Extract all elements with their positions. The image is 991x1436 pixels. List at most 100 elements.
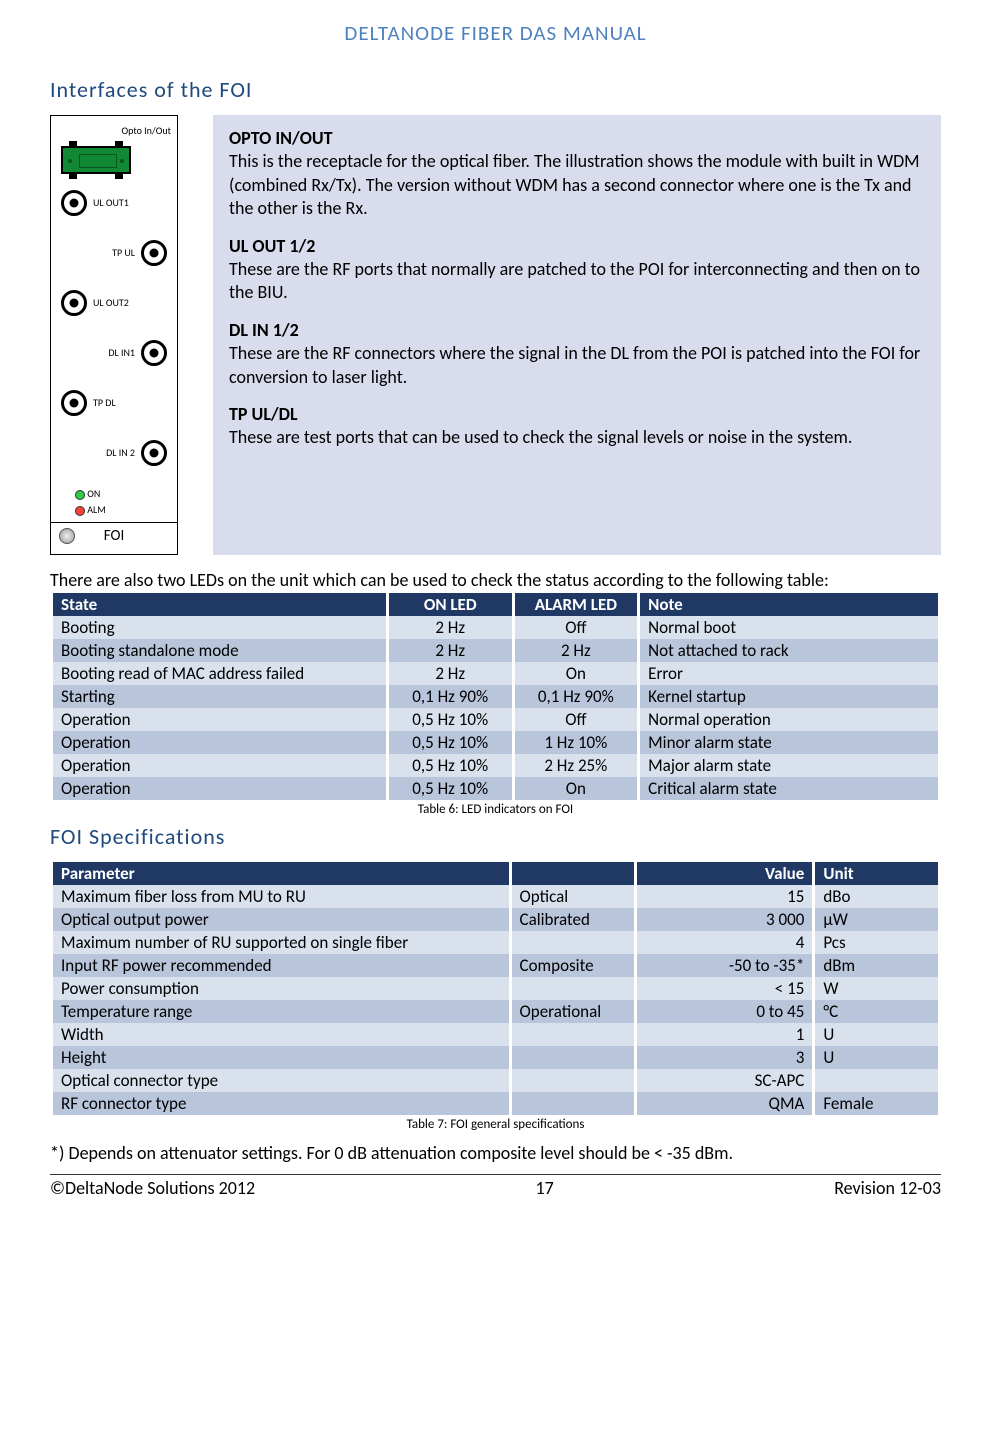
- table-row: Input RF power recommendedComposite-50 t…: [53, 954, 938, 977]
- cell-state: Booting standalone mode: [53, 639, 386, 662]
- cell-parameter: RF connector type: [53, 1092, 509, 1115]
- screw-icon: [59, 528, 75, 544]
- footer-center: 17: [536, 1177, 554, 1199]
- col-unit: Unit: [815, 862, 938, 885]
- table-row: Operation0,5 Hz 10%OnCritical alarm stat…: [53, 777, 938, 800]
- cell-alarmled: Off: [515, 708, 638, 731]
- opto-heading: OPTO IN/OUT: [229, 127, 925, 150]
- cell-onled: 0,5 Hz 10%: [389, 777, 512, 800]
- cell-qualifier: [512, 931, 635, 954]
- opto-label: Opto In/Out: [122, 124, 171, 137]
- cell-note: Major alarm state: [640, 754, 938, 777]
- tp-heading: TP UL/DL: [229, 403, 925, 426]
- cell-parameter: Power consumption: [53, 977, 509, 1000]
- cell-qualifier: Operational: [512, 1000, 635, 1023]
- cell-qualifier: Composite: [512, 954, 635, 977]
- table-row: Starting0,1 Hz 90%0,1 Hz 90%Kernel start…: [53, 685, 938, 708]
- cell-qualifier: Optical: [512, 885, 635, 908]
- cell-value: QMA: [637, 1092, 812, 1115]
- table-row: Operation0,5 Hz 10%1 Hz 10%Minor alarm s…: [53, 731, 938, 754]
- cell-onled: 2 Hz: [389, 639, 512, 662]
- foi-specs-table: Parameter Value Unit Maximum fiber loss …: [50, 862, 941, 1115]
- cell-note: Not attached to rack: [640, 639, 938, 662]
- led-table-caption: Table 6: LED indicators on FOI: [50, 802, 941, 817]
- cell-alarmled: On: [515, 662, 638, 685]
- cell-onled: 0,5 Hz 10%: [389, 708, 512, 731]
- ul-out2-connector-icon: [61, 290, 87, 316]
- cell-unit: [815, 1069, 938, 1092]
- on-led-label: ON: [87, 487, 100, 500]
- cell-qualifier: [512, 1023, 635, 1046]
- dl-in2-label: DL IN 2: [106, 446, 135, 459]
- cell-alarmled: 0,1 Hz 90%: [515, 685, 638, 708]
- footnote: *) Depends on attenuator settings. For 0…: [50, 1142, 941, 1164]
- cell-value: < 15: [637, 977, 812, 1000]
- on-led-icon: [75, 490, 85, 500]
- cell-onled: 0,1 Hz 90%: [389, 685, 512, 708]
- table-row: Height3U: [53, 1046, 938, 1069]
- cell-value: -50 to -35*: [637, 954, 812, 977]
- cell-value: 3 000: [637, 908, 812, 931]
- table-row: Optical connector type SC-APC: [53, 1069, 938, 1092]
- ulout-text: These are the RF ports that normally are…: [229, 258, 925, 305]
- cell-qualifier: [512, 1069, 635, 1092]
- cell-unit: µW: [815, 908, 938, 931]
- col-state: State: [53, 593, 386, 616]
- col-alarmled: ALARM LED: [515, 593, 638, 616]
- table-header-row: Parameter Value Unit: [53, 862, 938, 885]
- cell-note: Error: [640, 662, 938, 685]
- foi-panel: Opto In/Out UL OUT1 TP UL UL OUT2 DL IN1: [50, 115, 178, 555]
- col-onled: ON LED: [389, 593, 512, 616]
- interfaces-callout: OPTO IN/OUTThis is the receptacle for th…: [213, 115, 941, 555]
- table-row: Optical output powerCalibrated3 000µW: [53, 908, 938, 931]
- foi-diagram: Opto In/Out UL OUT1 TP UL UL OUT2 DL IN1: [50, 115, 195, 555]
- cell-parameter: Width: [53, 1023, 509, 1046]
- cell-value: SC-APC: [637, 1069, 812, 1092]
- cell-onled: 0,5 Hz 10%: [389, 731, 512, 754]
- ul-out1-label: UL OUT1: [93, 196, 129, 209]
- table-row: Power consumption< 15W: [53, 977, 938, 1000]
- cell-unit: Pcs: [815, 931, 938, 954]
- cell-parameter: Maximum number of RU supported on single…: [53, 931, 509, 954]
- cell-value: 4: [637, 931, 812, 954]
- cell-alarmled: 2 Hz: [515, 639, 638, 662]
- cell-parameter: Input RF power recommended: [53, 954, 509, 977]
- cell-unit: dBo: [815, 885, 938, 908]
- cell-unit: Female: [815, 1092, 938, 1115]
- dl-in2-connector-icon: [141, 440, 167, 466]
- footer-right: Revision 12-03: [834, 1177, 941, 1199]
- tp-dl-connector-icon: [61, 390, 87, 416]
- ulout-heading: UL OUT 1/2: [229, 235, 925, 258]
- cell-qualifier: [512, 1092, 635, 1115]
- table-row: RF connector type QMAFemale: [53, 1092, 938, 1115]
- cell-note: Normal operation: [640, 708, 938, 731]
- table-row: Operation0,5 Hz 10%2 Hz 25%Major alarm s…: [53, 754, 938, 777]
- page-footer: ©DeltaNode Solutions 2012 17 Revision 12…: [50, 1174, 941, 1199]
- led-status-table: State ON LED ALARM LED Note Booting2 HzO…: [50, 593, 941, 800]
- foi-name-label: FOI: [104, 527, 124, 545]
- dl-in1-label: DL IN1: [108, 346, 135, 359]
- ul-out2-label: UL OUT2: [93, 296, 129, 309]
- cell-note: Normal boot: [640, 616, 938, 639]
- cell-unit: U: [815, 1023, 938, 1046]
- cell-qualifier: [512, 1046, 635, 1069]
- table-row: Temperature rangeOperational0 to 45°C: [53, 1000, 938, 1023]
- cell-qualifier: [512, 977, 635, 1000]
- cell-state: Operation: [53, 777, 386, 800]
- cell-parameter: Height: [53, 1046, 509, 1069]
- cell-onled: 2 Hz: [389, 662, 512, 685]
- cell-alarmled: Off: [515, 616, 638, 639]
- cell-qualifier: Calibrated: [512, 908, 635, 931]
- cell-state: Starting: [53, 685, 386, 708]
- led-intro-text: There are also two LEDs on the unit whic…: [50, 569, 941, 591]
- opto-connector-icon: [61, 146, 131, 174]
- table-row: Maximum number of RU supported on single…: [53, 931, 938, 954]
- cell-state: Operation: [53, 754, 386, 777]
- cell-unit: °C: [815, 1000, 938, 1023]
- cell-state: Booting: [53, 616, 386, 639]
- alm-led-label: ALM: [87, 503, 106, 516]
- cell-parameter: Optical connector type: [53, 1069, 509, 1092]
- cell-note: Critical alarm state: [640, 777, 938, 800]
- table-header-row: State ON LED ALARM LED Note: [53, 593, 938, 616]
- interfaces-row: Opto In/Out UL OUT1 TP UL UL OUT2 DL IN1: [50, 115, 941, 555]
